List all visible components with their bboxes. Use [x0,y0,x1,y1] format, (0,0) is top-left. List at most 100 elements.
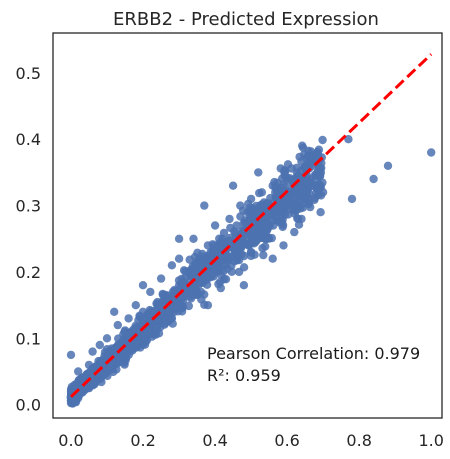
scatter-point [306,202,315,212]
scatter-point [275,216,285,225]
scatter-point [124,314,133,323]
scatter-point [74,367,83,376]
scatter-point [123,348,133,357]
x-tick-label: 0.6 [274,431,299,450]
scatter-point [255,188,264,198]
scatter-point [250,229,259,238]
scatter-point [122,337,131,346]
scatter-point [187,290,196,300]
scatter-point [210,221,220,230]
scatter-point [184,301,193,311]
scatter-point [254,168,263,177]
scatter-point [113,320,123,330]
scatter-point [131,301,140,310]
x-tick-label: 1.0 [418,431,443,450]
scatter-point [189,234,198,243]
scatter-point [347,194,357,204]
scatter-point [102,345,112,354]
x-tick-label: 0.2 [130,431,155,450]
y-axis-ticks: 0.0 0.1 0.2 0.3 0.4 0.5 [16,64,41,415]
y-tick-label: 0.2 [16,263,41,282]
scatter-point [292,163,301,172]
scatter-point [239,281,249,290]
scatter-point [167,261,177,270]
scatter-point [311,150,321,159]
scatter-point [113,352,123,361]
scatter-point [315,171,325,181]
scatter-point [369,174,378,184]
scatter-point [268,207,277,216]
scatter-point [227,261,236,271]
scatter-point [219,228,229,238]
scatter-point [215,234,224,243]
scatter-point [296,204,305,213]
scatter-point [279,241,288,250]
scatter-point [290,209,299,218]
scatter-point [276,197,285,207]
y-tick-label: 0.4 [16,130,41,149]
scatter-point [279,180,288,189]
scatter-point [427,148,436,157]
scatter-point [316,208,325,217]
scatter-point [136,335,146,345]
scatter-point [102,334,112,343]
scatter-point [225,253,234,262]
scatter-point [246,248,256,257]
pearson-annotation: Pearson Correlation: 0.979 [207,344,420,363]
scatter-point [174,234,184,243]
scatter-point [146,287,155,297]
scatter-point [344,135,353,144]
scatter-point [151,330,161,339]
scatter-point [302,161,311,171]
scatter-point [225,214,234,224]
scatter-point [193,289,203,299]
scatter-point [303,180,312,190]
scatter-point [200,300,209,309]
scatter-point [257,218,266,227]
x-tick-label: 0.8 [346,431,371,450]
scatter-point [86,370,95,380]
scatter-point [314,190,323,199]
scatter-point [244,240,253,249]
scatter-point [205,268,215,277]
scatter-point [73,383,82,392]
x-tick-label: 0.0 [58,431,83,450]
scatter-point [296,184,305,193]
scatter-point [233,251,242,260]
scatter-point [156,274,166,283]
y-tick-label: 0.1 [16,329,41,348]
plot-frame [52,32,443,419]
scatter-point [206,247,215,257]
y-tick-label: 0.5 [16,64,41,83]
scatter-point [200,201,209,210]
scatter-point [88,347,97,356]
scatter-point [200,290,209,299]
scatter-point [258,244,267,253]
scatter-point [246,203,255,212]
scatter-point [216,283,225,293]
scatter-point [210,241,219,250]
x-axis-ticks: 0.0 0.2 0.4 0.6 0.8 1.0 [58,431,444,450]
scatter-point [290,227,299,237]
scatter-point [95,340,105,350]
scatter-point [314,180,323,189]
scatter-point [300,150,309,159]
scatter-point [66,350,76,360]
scatter-point [226,223,235,233]
scatter-point [298,141,307,150]
scatter-point [198,278,207,287]
scatter-point [160,319,170,328]
scatter-point [198,249,207,259]
scatter-point [164,306,173,316]
scatter-point [239,206,248,215]
scatter-point [383,161,393,170]
x-tick-label: 0.4 [202,431,227,450]
scatter-point [290,192,299,202]
scatter-point [110,307,119,316]
scatter-point [268,254,277,263]
y-tick-label: 0.3 [16,197,41,216]
scatter-point [286,174,295,183]
scatter-point [228,181,238,190]
scatter-point [174,254,184,263]
